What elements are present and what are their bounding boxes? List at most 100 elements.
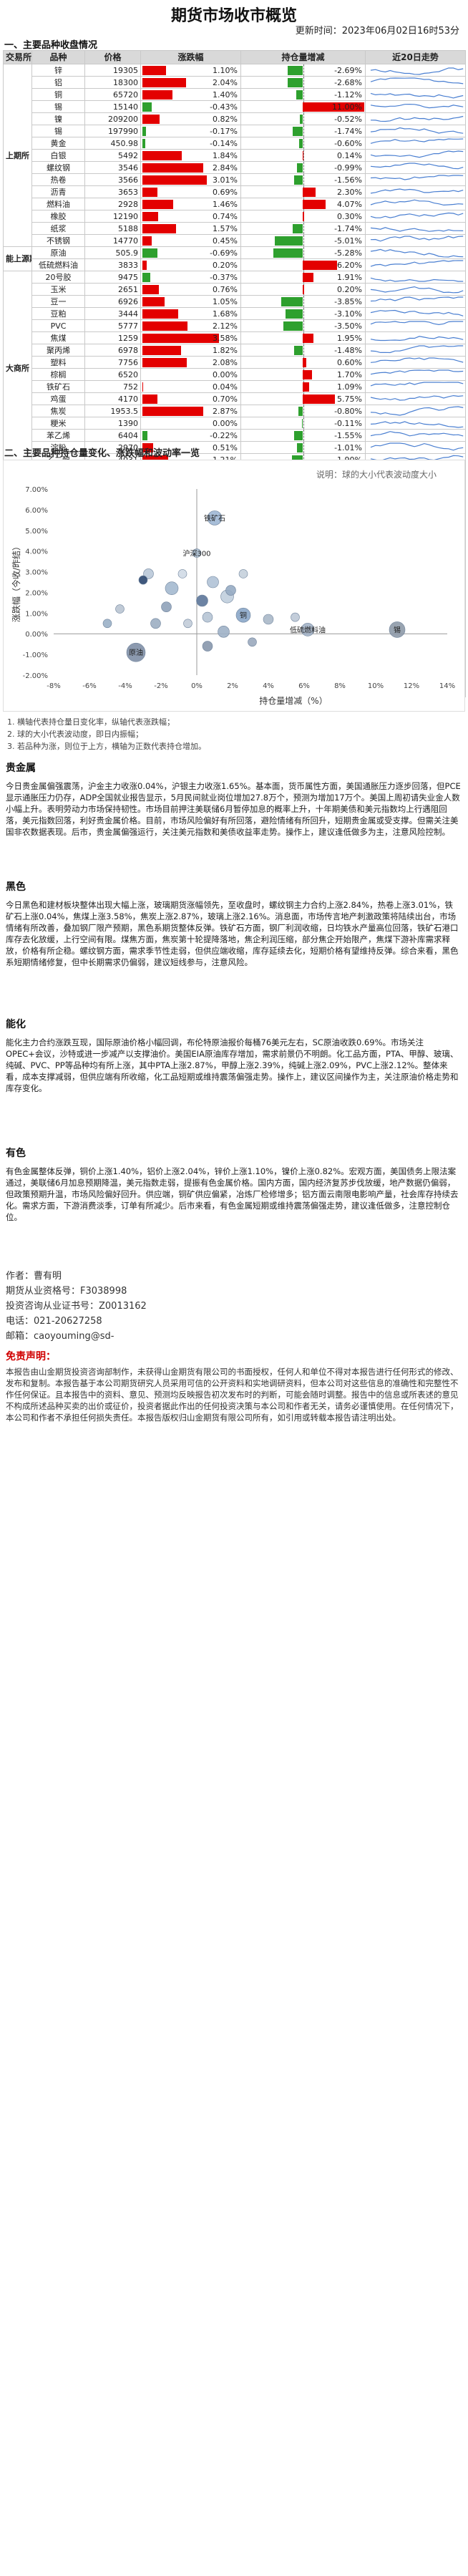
change-bar [142, 115, 160, 124]
y-tick-label: 1.00% [25, 610, 48, 618]
change-text: 0.82% [213, 115, 238, 124]
sparkline [370, 212, 464, 218]
change-cell: 1.46% [140, 198, 241, 210]
sparkline [370, 260, 464, 267]
x-tick-label: -8% [47, 682, 60, 690]
oi-bar [303, 200, 326, 209]
commodity-name: 焦炭 [31, 405, 85, 417]
table-row: 塑料 7756 2.08% 0.60% [4, 356, 466, 369]
change-cell: -0.37% [140, 271, 241, 284]
oi-axis [303, 223, 304, 234]
bubble [143, 568, 154, 579]
oi-cell: 5.75% [240, 392, 366, 405]
scatter-svg: 说明：球的大小代表波动度大小 -2.00% -1.00% 0.00% 1.00% 2.00… [11, 469, 455, 706]
trend-cell [365, 100, 466, 113]
trend-cell [365, 417, 466, 430]
section-text-precious: 今日贵金属偏强震荡，沪金主力收涨0.04%，沪银主力收涨1.65%。基本面，货币… [6, 781, 461, 837]
y-axis-label: 涨跌幅（今收/昨结） [11, 542, 21, 622]
x-tick-label: 6% [298, 682, 310, 690]
sparkline [370, 115, 464, 122]
trend-cell [365, 405, 466, 417]
commodity-price: 3833 [84, 258, 141, 271]
trend-cell [365, 429, 466, 442]
change-text: 0.00% [213, 370, 238, 379]
oi-text: 5.75% [337, 394, 362, 404]
commodity-price: 12190 [84, 210, 141, 223]
bubble [115, 604, 125, 614]
change-text: 1.46% [213, 200, 238, 209]
change-bar [142, 309, 179, 319]
oi-bar [285, 309, 303, 319]
y-tick-label: -2.00% [23, 672, 48, 680]
table-row: PVC 5777 2.12% -3.50% [4, 319, 466, 332]
oi-text: -1.01% [334, 443, 362, 452]
oi-cell: -1.56% [240, 173, 366, 186]
change-text: 2.87% [213, 407, 238, 416]
trend-cell [365, 283, 466, 296]
disclaimer-title: 免责声明： [6, 1351, 56, 1362]
commodity-name: 橡胶 [31, 210, 85, 223]
change-text: 2.12% [213, 321, 238, 331]
x-tick-label: 12% [404, 682, 419, 690]
change-text: 1.40% [213, 90, 238, 100]
oi-cell: -0.80% [240, 405, 366, 417]
sparkline [370, 127, 464, 134]
change-bar [142, 78, 186, 87]
consult-number: 投资咨询从业证书号：Z0013162 [6, 1301, 147, 1312]
sparkline [370, 175, 464, 180]
oi-bar [303, 188, 316, 197]
oi-bar [303, 334, 314, 343]
change-cell: 1.68% [140, 307, 241, 320]
header-price: 价格 [84, 50, 141, 64]
header-trend: 近20日走势 [365, 50, 466, 64]
change-text: 1.10% [213, 66, 238, 75]
oi-axis [303, 296, 304, 307]
sparkline [370, 442, 464, 451]
oi-axis [303, 405, 304, 417]
change-cell: 3.58% [140, 331, 241, 344]
sparkline [370, 277, 464, 282]
sparkline [370, 296, 464, 302]
chart-subtitle: 说明：球的大小代表波动度大小 [316, 469, 437, 480]
x-tick-label: 2% [227, 682, 238, 690]
oi-cell: 0.30% [240, 210, 366, 223]
oi-axis [303, 442, 304, 453]
change-bar [142, 139, 146, 148]
exchange-cell: 上期所 [3, 64, 32, 247]
change-bar [142, 431, 147, 440]
change-text: 0.69% [213, 188, 238, 197]
oi-text: 0.14% [337, 151, 362, 160]
commodity-price: 1953.5 [84, 405, 141, 417]
commodity-name: 镍 [31, 112, 85, 125]
oi-cell: 1.70% [240, 368, 366, 381]
sparkline [370, 382, 464, 387]
change-bar [142, 394, 157, 404]
table-header-row: 交易所 品种 价格 涨跌幅 持仓量增减 近20日走势 [3, 50, 466, 64]
oi-axis [303, 430, 304, 441]
oi-bar [303, 370, 313, 379]
oi-cell: -3.85% [240, 295, 366, 308]
oi-text: -5.28% [334, 248, 362, 258]
oi-text: 1.09% [337, 382, 362, 392]
oi-bar [293, 175, 303, 185]
change-text: 2.84% [213, 163, 238, 173]
trend-cell [365, 137, 466, 150]
oi-bar [303, 285, 304, 294]
oi-text: -0.99% [334, 163, 362, 173]
table-row: 大商所 20号胶 9475 -0.37% 1.91% [3, 271, 466, 466]
bubble [192, 548, 202, 558]
change-cell: 1.84% [140, 149, 241, 162]
oi-bar [293, 224, 303, 233]
change-text: -0.22% [210, 431, 238, 440]
y-tick-label: 2.00% [25, 589, 48, 597]
change-bar [142, 358, 187, 367]
change-bar [142, 382, 144, 392]
table-row: 铁矿石 752 0.04% 1.09% [4, 380, 466, 393]
header-change: 涨跌幅 [140, 50, 241, 64]
oi-axis [303, 64, 304, 76]
table-row: 焦炭 1953.5 2.87% -0.80% [4, 405, 466, 417]
change-cell: 0.76% [140, 283, 241, 296]
oi-axis [303, 417, 304, 429]
trend-cell [365, 222, 466, 235]
